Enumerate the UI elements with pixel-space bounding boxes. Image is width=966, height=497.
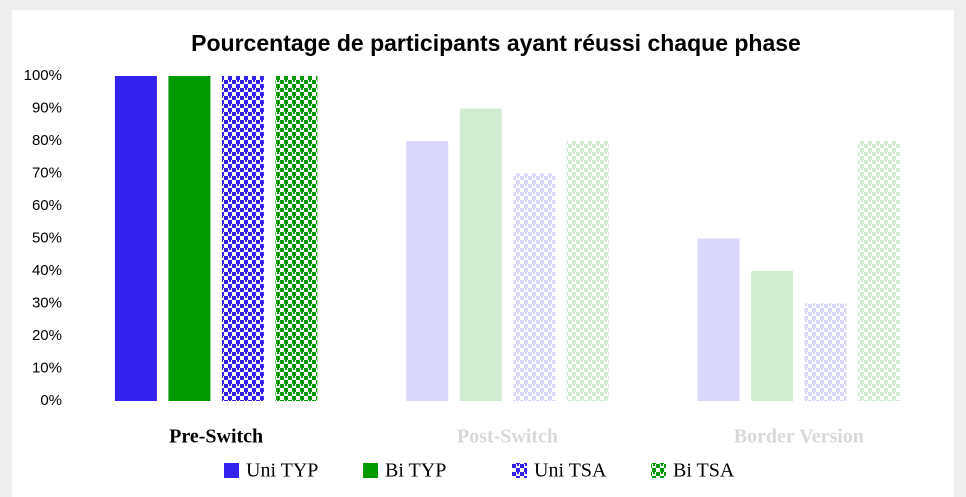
bar (751, 271, 794, 401)
legend-swatch (363, 463, 378, 478)
bar (459, 108, 502, 401)
y-tick-label: 100% (24, 67, 62, 84)
y-tick-label: 70% (32, 164, 62, 181)
bar (858, 141, 901, 401)
y-tick-label: 50% (32, 229, 62, 246)
bar (221, 76, 264, 401)
bar (406, 141, 449, 401)
legend-swatch (224, 463, 239, 478)
y-tick-label: 80% (32, 132, 62, 149)
legend-label: Bi TSA (673, 460, 735, 482)
y-tick-label: 60% (32, 197, 62, 214)
bar (275, 76, 318, 401)
legend-label: Bi TYP (385, 460, 446, 482)
y-tick-label: 10% (32, 359, 62, 376)
bar (566, 141, 609, 401)
x-tick-label: Post-Switch (457, 426, 558, 448)
bar (114, 76, 157, 401)
y-tick-label: 30% (32, 294, 62, 311)
y-tick-label: 90% (32, 99, 62, 116)
bar (168, 76, 211, 401)
bar (804, 303, 847, 401)
y-tick-label: 20% (32, 327, 62, 344)
legend-swatch (651, 463, 666, 478)
bar (697, 238, 740, 401)
y-tick-label: 40% (32, 262, 62, 279)
chart-title: Pourcentage de participants ayant réussi… (191, 30, 801, 56)
legend-swatch (512, 463, 527, 478)
legend-label: Uni TYP (246, 460, 318, 482)
x-tick-label: Border Version (734, 426, 864, 448)
bar (513, 173, 556, 401)
legend-label: Uni TSA (534, 460, 607, 482)
y-tick-label: 0% (40, 392, 62, 409)
x-tick-label: Pre-Switch (169, 426, 263, 448)
